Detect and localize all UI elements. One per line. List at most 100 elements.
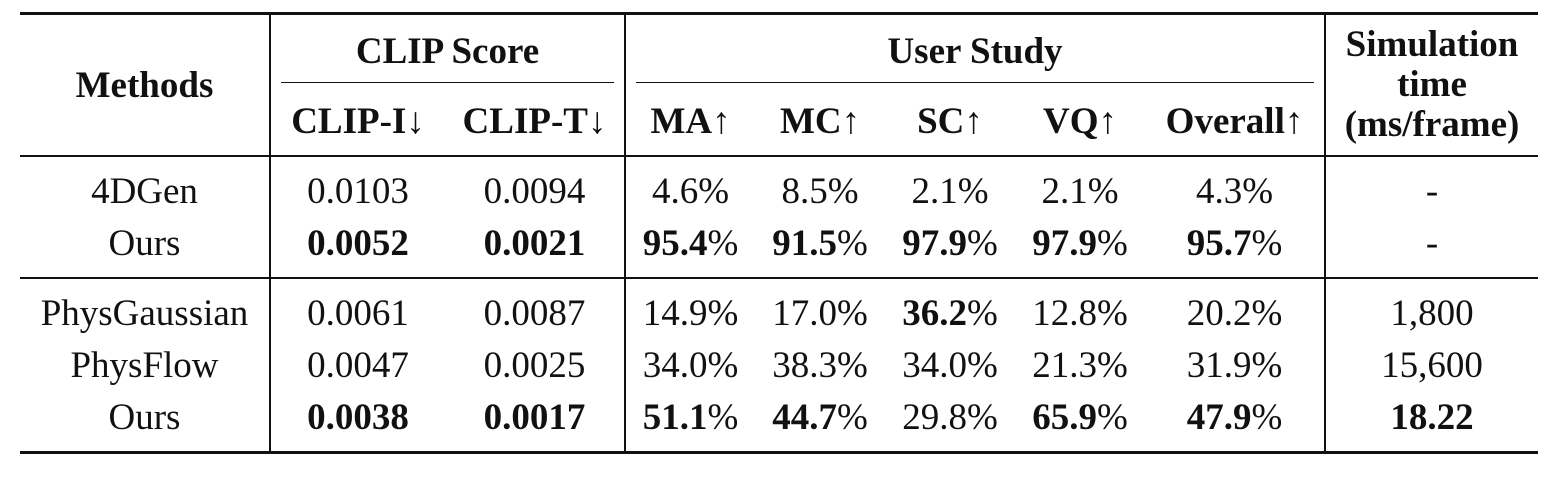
clip-t-cell: 0.0025 <box>483 344 586 386</box>
mc-value: 38.3 <box>772 344 837 386</box>
sc-cell: 29.8% <box>885 391 1015 453</box>
clip-t-cell: 0.0094 <box>483 170 586 212</box>
sc-value: 2.1 <box>911 170 958 212</box>
user-study-header: User Study <box>624 13 1326 87</box>
sc-cell: 97.9% <box>885 217 1015 278</box>
sc-cell: 34.0% <box>885 339 1015 391</box>
vq-value: 65.9 <box>1032 396 1097 438</box>
results-table-container: Methods CLIP Score User Study Simulation… <box>20 12 1539 454</box>
simulation-time-line-2: time <box>1397 64 1467 105</box>
percent-sign: % <box>1096 396 1128 438</box>
simulation-time-line-3: (ms/frame) <box>1344 104 1520 145</box>
percent-sign: % <box>707 292 739 334</box>
sc-cell: 2.1% <box>885 156 1015 217</box>
table-row: PhysGaussian 0.0061 0.0087 14.9% 17.0% 3… <box>20 278 1539 339</box>
mc-cell: 38.3% <box>755 339 885 391</box>
ma-cell: 14.9% <box>624 278 756 339</box>
mc-cell: 91.5% <box>755 217 885 278</box>
simulation-time-header: Simulation time (ms/frame) <box>1324 13 1539 156</box>
ma-value: 14.9 <box>642 292 708 334</box>
time-cell: 1,800 <box>1324 278 1539 339</box>
overall-value: 47.9 <box>1186 396 1252 438</box>
sc-value: 34.0 <box>902 344 967 386</box>
method-cell: PhysGaussian <box>20 278 271 339</box>
sc-header: SC↑ <box>917 100 983 142</box>
mc-header: MC↑ <box>779 100 861 142</box>
percent-sign: % <box>966 222 998 264</box>
vq-value: 12.8 <box>1032 292 1097 334</box>
percent-sign: % <box>836 344 868 386</box>
clip-t-header: CLIP-T↓ <box>462 100 607 142</box>
table-row: Ours 0.0052 0.0021 95.4% 91.5% 97.9% 97.… <box>20 217 1539 278</box>
ma-value: 34.0 <box>642 344 708 386</box>
vq-cell: 97.9% <box>1015 217 1145 278</box>
percent-sign: % <box>1251 344 1283 386</box>
percent-sign: % <box>966 396 998 438</box>
ma-cell: 95.4% <box>624 217 756 278</box>
ma-value: 51.1 <box>642 396 708 438</box>
sc-value: 97.9 <box>902 222 967 264</box>
overall-value: 4.3 <box>1195 170 1243 212</box>
percent-sign: % <box>1251 292 1283 334</box>
method-cell: Ours <box>20 217 271 278</box>
mc-cell: 44.7% <box>755 391 885 453</box>
simulation-time-line-1: Simulation <box>1345 24 1519 65</box>
ma-cell: 4.6% <box>624 156 756 217</box>
percent-sign: % <box>1251 222 1283 264</box>
mc-value: 44.7 <box>772 396 837 438</box>
clip-score-header: CLIP Score <box>270 14 625 88</box>
ma-cell: 51.1% <box>624 391 756 453</box>
overall-cell: 4.3% <box>1145 156 1325 217</box>
mc-cell: 17.0% <box>755 278 885 339</box>
percent-sign: % <box>707 344 739 386</box>
overall-value: 31.9 <box>1186 344 1252 386</box>
percent-sign: % <box>836 222 868 264</box>
mc-cell: 8.5% <box>755 156 885 217</box>
vq-cell: 21.3% <box>1015 339 1145 391</box>
results-table: Methods CLIP Score User Study Simulation… <box>20 12 1539 454</box>
percent-sign: % <box>707 222 739 264</box>
mc-value: 8.5 <box>781 170 828 212</box>
vq-value: 21.3 <box>1032 344 1097 386</box>
clip-t-cell: 0.0017 <box>483 396 586 438</box>
percent-sign: % <box>707 396 739 438</box>
clip-t-cell: 0.0021 <box>483 222 586 264</box>
overall-value: 95.7 <box>1186 222 1252 264</box>
clip-i-cell: 0.0047 <box>307 344 409 386</box>
percent-sign: % <box>957 170 989 212</box>
clip-i-cell: 0.0038 <box>307 396 409 438</box>
table-row: PhysFlow 0.0047 0.0025 34.0% 38.3% 34.0%… <box>20 339 1539 391</box>
overall-header: Overall↑ <box>1165 100 1304 142</box>
sc-value: 29.8 <box>902 396 967 438</box>
header-row-1: Methods CLIP Score User Study Simulation… <box>20 13 1539 156</box>
clip-i-cell: 0.0052 <box>307 222 409 264</box>
percent-sign: % <box>836 292 868 334</box>
time-cell: - <box>1324 156 1539 217</box>
ma-value: 4.6 <box>651 170 699 212</box>
mc-value: 17.0 <box>772 292 837 334</box>
vq-header: VQ↑ <box>1043 100 1118 142</box>
vq-cell: 12.8% <box>1015 278 1145 339</box>
clip-t-cell: 0.0087 <box>483 292 586 334</box>
sc-cell: 36.2% <box>885 278 1015 339</box>
mc-value: 91.5 <box>772 222 837 264</box>
overall-cell: 47.9% <box>1145 391 1325 453</box>
clip-i-cell: 0.0061 <box>307 292 409 334</box>
methods-header: Methods <box>20 13 271 156</box>
percent-sign: % <box>1096 344 1128 386</box>
ma-header: MA↑ <box>624 87 756 156</box>
method-cell: Ours <box>20 391 271 453</box>
overall-cell: 20.2% <box>1145 278 1325 339</box>
percent-sign: % <box>1096 222 1128 264</box>
ma-cell: 34.0% <box>624 339 756 391</box>
clip-i-header: CLIP-I↓ <box>291 100 425 142</box>
time-cell: - <box>1324 217 1539 278</box>
time-cell: 18.22 <box>1324 391 1539 453</box>
vq-cell: 65.9% <box>1015 391 1145 453</box>
percent-sign: % <box>1087 170 1119 212</box>
method-cell: 4DGen <box>20 156 271 217</box>
vq-value: 97.9 <box>1032 222 1097 264</box>
vq-cell: 2.1% <box>1015 156 1145 217</box>
percent-sign: % <box>1251 396 1283 438</box>
percent-sign: % <box>698 170 730 212</box>
